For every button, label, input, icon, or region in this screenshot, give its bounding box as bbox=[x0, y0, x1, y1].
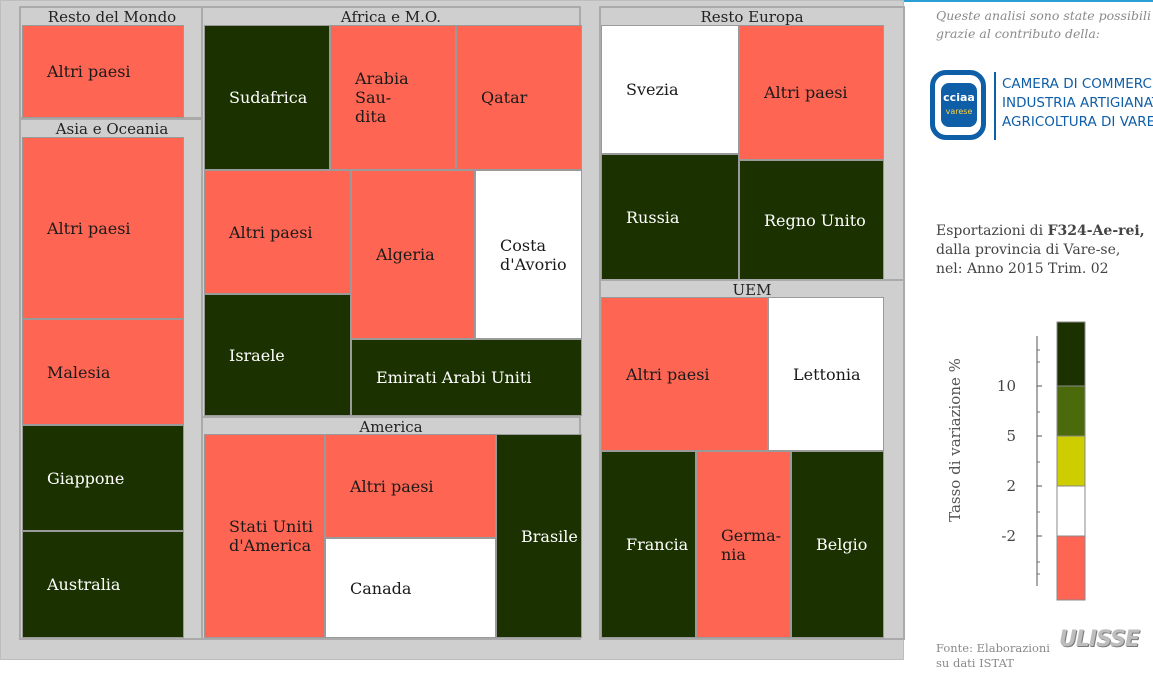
treemap-tile[interactable]: Svezia bbox=[601, 25, 739, 154]
subtitle-period: nel: Anno 2015 Trim. 02 bbox=[936, 261, 1109, 277]
legend-swatch bbox=[1056, 485, 1086, 537]
treemap-tile[interactable]: Giappone bbox=[22, 425, 184, 531]
treemap-tile[interactable]: Brasile bbox=[496, 434, 582, 638]
treemap-tile[interactable]: Sudafrica bbox=[204, 25, 330, 170]
treemap-tile[interactable]: Qatar bbox=[456, 25, 582, 170]
logo-mark-line1: cciaa bbox=[943, 91, 975, 104]
subtitle-prefix: Esportazioni di bbox=[936, 223, 1048, 239]
treemap-tile[interactable]: Arabia Sau-dita bbox=[330, 25, 456, 170]
treemap-tile-label: Lettonia bbox=[793, 364, 861, 384]
treemap-tile-label: Germa-nia bbox=[721, 525, 782, 564]
treemap-tile-label: Algeria bbox=[376, 245, 435, 264]
treemap-tile-label: Brasile bbox=[521, 526, 578, 546]
treemap-tile-label: Francia bbox=[626, 535, 689, 554]
treemap-tile-label: Altri paesi bbox=[764, 83, 848, 102]
logo-text-line2: INDUSTRIA ARTIGIANATO bbox=[1002, 95, 1153, 111]
legend-scale: 10 5 2 -2 bbox=[997, 321, 1086, 601]
treemap-tile[interactable]: Belgio bbox=[791, 451, 884, 638]
cciaa-varese-logo: cciaa varese CAMERA DI COMMERCIO INDUSTR… bbox=[928, 68, 1153, 144]
treemap-tile-label: Altri paesi bbox=[350, 476, 434, 496]
treemap-group-label: Africa e M.O. bbox=[340, 8, 442, 26]
treemap-tile-label: Canada bbox=[350, 578, 412, 598]
legend-swatch bbox=[1056, 435, 1086, 487]
treemap-tile-label: Stati Uniti d'America bbox=[229, 517, 314, 555]
treemap-tile[interactable]: Francia bbox=[601, 451, 696, 638]
logo-text: CAMERA DI COMMERCIO INDUSTRIA ARTIGIANAT… bbox=[1002, 75, 1153, 132]
treemap-tile[interactable]: Stati Uniti d'America bbox=[204, 434, 325, 638]
treemap-tile-label: Arabia Sau-dita bbox=[355, 69, 409, 126]
treemap-tile-label: Altri paesi bbox=[47, 62, 131, 81]
treemap-chart: Resto del Mondo Altri paesi Asia e Oceania… bbox=[0, 0, 905, 660]
treemap-tile-label: Altri paesi bbox=[229, 222, 313, 242]
treemap-tile[interactable]: Costa d'Avorio bbox=[475, 170, 582, 339]
ulisse-brand-logo: ULISSE bbox=[1059, 627, 1140, 652]
source-note: Fonte: Elaborazioni su dati ISTAT bbox=[936, 641, 1050, 670]
logo-divider bbox=[994, 72, 996, 140]
legend-swatch bbox=[1056, 321, 1086, 387]
treemap-tile[interactable]: Altri paesi bbox=[204, 170, 351, 294]
treemap-group-label: Resto Europa bbox=[700, 8, 804, 26]
treemap-tile-label: Svezia bbox=[626, 80, 679, 99]
treemap-group-label: Asia e Oceania bbox=[55, 120, 169, 138]
treemap-tile-label: Russia bbox=[626, 207, 680, 227]
treemap-tile-label: Giappone bbox=[47, 468, 125, 488]
cciaa-logo-mark: cciaa varese bbox=[930, 70, 986, 140]
treemap-tile[interactable]: Altri paesi bbox=[325, 434, 496, 538]
sponsor-note: Queste analisi sono state possibili graz… bbox=[936, 8, 1151, 41]
treemap-tile-label: Altri paesi bbox=[626, 364, 710, 384]
treemap-tile[interactable]: Altri paesi bbox=[601, 297, 768, 451]
treemap-tile[interactable]: Canada bbox=[325, 538, 496, 638]
subtitle-middle: dalla provincia di Vare-se, bbox=[936, 242, 1121, 258]
legend-tick-label: -2 bbox=[1001, 527, 1016, 545]
legend-swatch bbox=[1056, 385, 1086, 437]
legend-tick-label: 2 bbox=[1006, 477, 1016, 495]
treemap-tile-label: Sudafrica bbox=[229, 88, 308, 107]
legend-tick-label: 10 bbox=[997, 377, 1016, 395]
treemap-tile[interactable]: Altri paesi bbox=[22, 137, 184, 319]
chart-subtitle: Esportazioni di F324-Ae-rei, dalla provi… bbox=[936, 222, 1150, 279]
treemap-tile-label: Regno Unito bbox=[764, 210, 866, 230]
subtitle-product: F324-Ae-rei, bbox=[1047, 223, 1145, 239]
treemap-tile[interactable]: Algeria bbox=[351, 170, 475, 339]
treemap-tile[interactable]: Regno Unito bbox=[739, 160, 884, 280]
treemap-tile[interactable]: Emirati Arabi Uniti bbox=[351, 339, 582, 416]
treemap-tile[interactable]: Australia bbox=[22, 531, 184, 638]
treemap-group-label: America bbox=[359, 418, 423, 436]
logo-text-line1: CAMERA DI COMMERCIO bbox=[1002, 76, 1153, 92]
treemap-tile[interactable]: Lettonia bbox=[768, 297, 884, 451]
treemap-tile-label: Belgio bbox=[816, 535, 868, 554]
color-legend: Tasso di variazione % 10 5 2 -2 bbox=[930, 310, 1150, 610]
treemap-group-label: Resto del Mondo bbox=[47, 8, 177, 26]
treemap-tile-label: Malesia bbox=[47, 362, 111, 382]
treemap-tile-label: Australia bbox=[47, 575, 121, 594]
treemap-tile[interactable]: Altri paesi bbox=[22, 25, 184, 118]
treemap-tile[interactable]: Russia bbox=[601, 154, 739, 280]
logo-text-line3: AGRICOLTURA DI VARESE bbox=[1002, 114, 1153, 130]
legend-tick-label: 5 bbox=[1006, 427, 1016, 445]
treemap-tile[interactable]: Altri paesi bbox=[739, 25, 884, 160]
treemap-tile-label: Altri paesi bbox=[47, 218, 131, 238]
treemap-tile-label: Qatar bbox=[481, 88, 528, 107]
treemap-group-label: UEM bbox=[732, 281, 772, 299]
legend-swatch bbox=[1056, 535, 1086, 601]
treemap-tile[interactable]: Israele bbox=[204, 294, 351, 416]
treemap-tile-label: Emirati Arabi Uniti bbox=[376, 368, 532, 387]
logo-mark-line2: varese bbox=[945, 107, 973, 116]
treemap-tile-label: Costa d'Avorio bbox=[500, 235, 567, 274]
treemap-tile-label: Israele bbox=[229, 345, 285, 365]
treemap-tile[interactable]: Malesia bbox=[22, 319, 184, 425]
treemap-tile[interactable]: Germa-nia bbox=[696, 451, 791, 638]
top-accent-line bbox=[904, 0, 1153, 2]
